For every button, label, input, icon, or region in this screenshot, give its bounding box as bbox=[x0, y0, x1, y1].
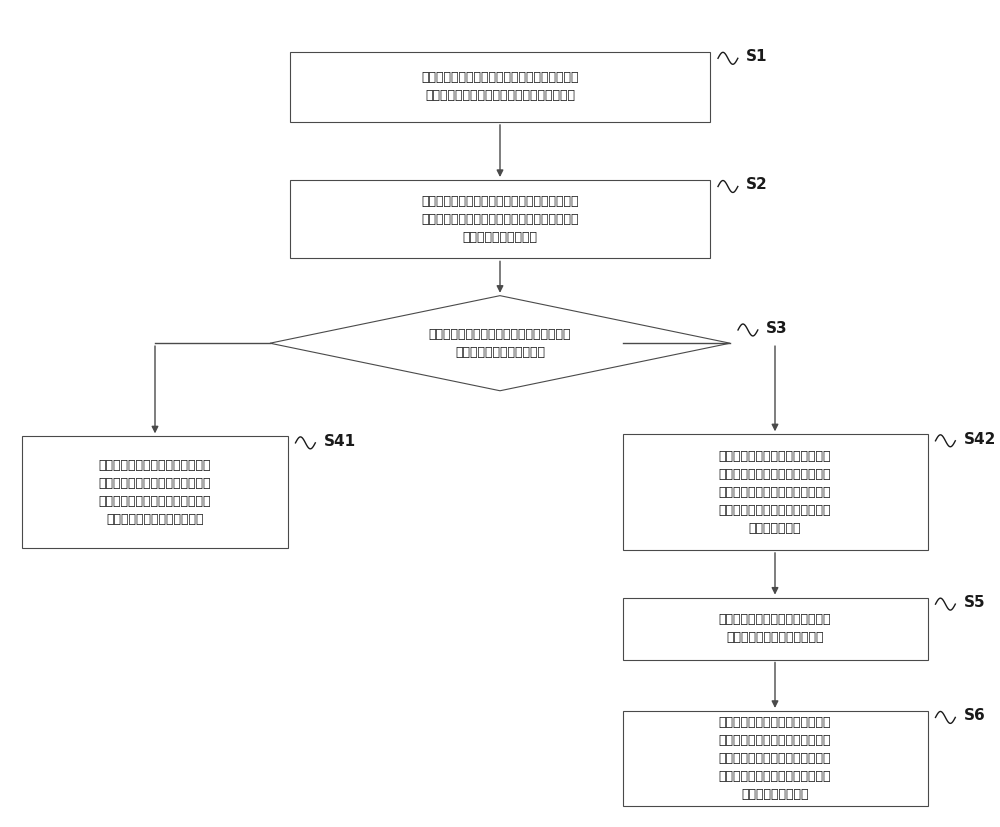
Text: S2: S2 bbox=[746, 177, 768, 193]
Bar bbox=[622, 710, 928, 805]
Polygon shape bbox=[270, 296, 730, 391]
Text: S41: S41 bbox=[324, 433, 356, 449]
Text: S1: S1 bbox=[746, 49, 768, 65]
Text: S5: S5 bbox=[964, 595, 985, 610]
Text: 根据第二用户的第二用户识别，向
第二用户发送特定的信息对象: 根据第二用户的第二用户识别，向 第二用户发送特定的信息对象 bbox=[719, 613, 831, 644]
Text: 在判断结果为否的情况下，获取与
第一用户存在关联关系的第二用户
的第二用户信息，所述第二用户信
息包括第二用户的用户识别、第二
用户的账户信息: 在判断结果为否的情况下，获取与 第一用户存在关联关系的第二用户 的第二用户信息，… bbox=[719, 450, 831, 534]
Bar bbox=[22, 437, 288, 547]
Bar bbox=[622, 434, 928, 550]
Text: 在判断结果为是的情况下，根据所
述第一预定操作，将所述特定的信
息对象中包含的特定数量的特定内
容存储至所述第一用户的账户: 在判断结果为是的情况下，根据所 述第一预定操作，将所述特定的信 息对象中包含的特… bbox=[99, 458, 211, 526]
Text: 接收第一用户或所述第二用户触发
的第二预定操作，并将特定的信息
对象中包含的特定数量的特定内容
存储至触发第二预定操作的第一用
户或第二用户的账户: 接收第一用户或所述第二用户触发 的第二预定操作，并将特定的信息 对象中包含的特定… bbox=[719, 716, 831, 801]
Text: S3: S3 bbox=[766, 321, 788, 336]
Text: 判断是否在预定第一时间段之内接收到第一
用户触发的第一预定操作？: 判断是否在预定第一时间段之内接收到第一 用户触发的第一预定操作？ bbox=[429, 327, 571, 359]
Bar bbox=[290, 51, 710, 122]
Text: S6: S6 bbox=[964, 708, 985, 724]
Text: 接收第一用户的第一用户信息，第一用户信息包
括第一用户的用户识别、第一用户的账户信息: 接收第一用户的第一用户信息，第一用户信息包 括第一用户的用户识别、第一用户的账户… bbox=[421, 71, 579, 103]
Bar bbox=[290, 180, 710, 258]
Text: S42: S42 bbox=[964, 432, 996, 447]
Text: 根据所述第一用户的用户识别，向所述第一用户
发送特定的信息对象，所述特定的信息对象中包
含特定数量的特定内容: 根据所述第一用户的用户识别，向所述第一用户 发送特定的信息对象，所述特定的信息对… bbox=[421, 194, 579, 244]
Bar bbox=[622, 597, 928, 660]
